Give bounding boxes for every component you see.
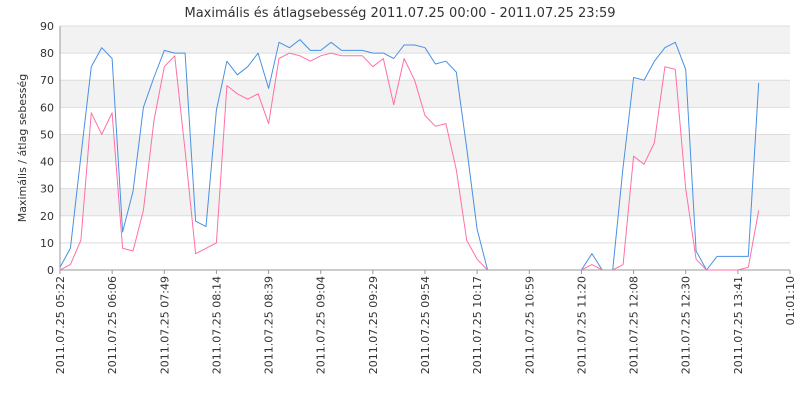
grid-band bbox=[60, 80, 790, 108]
y-tick-label: 60 bbox=[40, 101, 54, 114]
x-tick-label: 2011.07.25 07:49 bbox=[158, 276, 171, 374]
grid-band bbox=[60, 188, 790, 216]
grid-band bbox=[60, 26, 790, 54]
x-tick-label: 2011.07.25 05:22 bbox=[54, 276, 67, 374]
x-tick-label: 2011.07.25 08:14 bbox=[210, 276, 223, 374]
x-tick-label: 2011.07.25 10:17 bbox=[471, 276, 484, 374]
y-tick-label: 50 bbox=[40, 128, 54, 141]
background-bands bbox=[60, 26, 790, 216]
grid-band bbox=[60, 134, 790, 162]
series-line-avg bbox=[59, 52, 760, 271]
y-axis-ticks: 0 10 20 30 40 50 60 70 80 90 bbox=[40, 20, 54, 277]
series-line-max bbox=[59, 39, 760, 271]
x-tick-label: 2011.07.25 13:41 bbox=[732, 276, 745, 374]
x-tick-label: 2011.07.25 09:29 bbox=[367, 276, 380, 374]
x-tick-label: 01:01:10 bbox=[784, 276, 797, 325]
x-tick-label: 2011.07.25 09:04 bbox=[315, 276, 328, 374]
y-tick-label: 40 bbox=[40, 156, 54, 169]
x-tick-label: 2011.07.25 09:54 bbox=[419, 276, 432, 374]
x-axis-ticks: 2011.07.25 05:22 2011.07.25 06:06 2011.07.… bbox=[54, 270, 797, 374]
y-tick-label: 30 bbox=[40, 183, 54, 196]
x-tick-label: 2011.07.25 12:08 bbox=[628, 276, 641, 374]
x-tick-label: 2011.07.25 08:39 bbox=[263, 276, 276, 374]
y-tick-label: 10 bbox=[40, 237, 54, 250]
y-tick-label: 90 bbox=[40, 20, 54, 33]
x-tick-label: 2011.07.25 06:06 bbox=[106, 276, 119, 374]
x-tick-label: 2011.07.25 10:59 bbox=[523, 276, 536, 374]
x-tick-label: 2011.07.25 12:30 bbox=[680, 276, 693, 374]
series-layer bbox=[59, 39, 760, 271]
y-tick-label: 20 bbox=[40, 210, 54, 223]
y-tick-label: 80 bbox=[40, 47, 54, 60]
y-tick-label: 70 bbox=[40, 74, 54, 87]
chart-title: Maximális és átlagsebesség 2011.07.25 00… bbox=[184, 6, 615, 21]
y-tick-label: 0 bbox=[47, 264, 54, 277]
x-tick-label: 2011.07.25 11:20 bbox=[575, 276, 588, 374]
y-axis-label: Maximális / átlag sebesség bbox=[16, 74, 29, 223]
